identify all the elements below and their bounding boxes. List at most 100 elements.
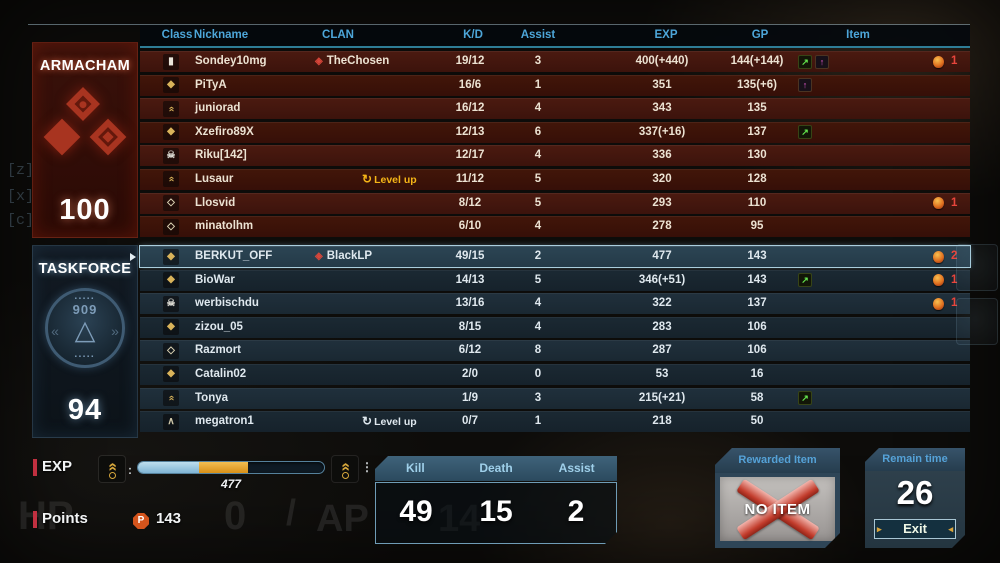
gp-value: 137 [747,125,767,138]
assist-value: 2 [567,495,585,528]
keyhint-x: [x] [7,188,35,205]
armacham-emblem-icon [43,87,127,162]
level-up-indicator: ↻ Level up [362,171,417,186]
rank-insignia-icon: ◆ [163,124,179,141]
kd-value: 16/12 [455,102,485,115]
player-row[interactable]: ☠ Riku[142] 12/17 4 336 130 [140,145,970,167]
exp-value: 477 [220,477,242,491]
player-nickname: juniorad [195,102,241,115]
exp-value: 287 [652,344,672,357]
points-currency-icon: P [133,513,149,529]
level-up-indicator: ↻ Level up [362,414,417,429]
exp-value: 215(+21) [638,391,686,404]
player-nickname: megatron1 [195,415,254,428]
player-row[interactable]: ◆ Catalin02 2/0 0 53 16 [140,363,970,385]
col-item: Item [846,29,870,41]
gp-value: 58 [750,391,764,404]
assist-label: Assist [558,461,595,475]
rank-insignia-icon: ◇ [163,195,179,212]
taskforce-emblem-icon: ▪▪▪▪▪ 909 △ « » ▪▪▪▪▪ [45,288,125,368]
player-row[interactable]: « juniorad 16/12 4 343 135 [140,98,970,120]
item-count: 1 [951,55,958,67]
gp-value: 144(+144) [730,55,784,67]
assist-value: 5 [534,196,542,209]
exit-button[interactable]: Exit [874,519,956,539]
rank-insignia-icon: ☠ [163,147,179,164]
player-nickname: Razmort [195,344,242,357]
gp-value: 130 [747,149,767,162]
keyhint-z: [z] [7,162,35,179]
player-nickname: Catalin02 [195,367,247,380]
boost-icons: ↗ [798,122,812,143]
rank-insignia-icon: ◆ [163,272,179,289]
assist-value: 4 [534,102,542,115]
exp-label: EXP [42,458,73,475]
exp-bar-earned [138,462,200,473]
grenade-item-icon [933,55,944,68]
player-row[interactable]: ◆ Xzefiro89X 12/13 6 337(+16) 137 ↗ [140,121,970,143]
gp-value: 16 [750,367,764,380]
player-row[interactable]: ◇ Llosvid 8/12 5 293 110 1 [140,192,970,214]
player-row[interactable]: « Lusaur 11/12 5 320 128 ↻ Level up [140,168,970,190]
player-nickname: Riku[142] [195,149,247,162]
col-assist: Assist [520,29,556,41]
assist-value: 5 [534,273,542,286]
player-row[interactable]: ◇ minatolhm 6/10 4 278 95 [140,216,970,238]
rank-insignia-icon: ◆ [163,366,179,383]
assist-value: 1 [534,415,542,428]
boost-icons: ↗ [798,270,812,291]
badge-dots: ⋮ [361,460,373,474]
exp-value: 322 [652,297,672,310]
rank-insignia-icon: ☠ [163,295,179,312]
points-value: 143 [156,510,182,527]
next-rank-badge-icon: « [332,456,358,482]
gp-value: 135(+6) [737,78,777,91]
col-gp: GP [751,29,769,41]
boost-icons: ↗ [798,388,812,409]
gp-value: 128 [747,172,767,185]
kda-summary-box: Kill Death Assist 49 15 2 [375,456,617,546]
team-name-taskforce: TASKFORCE [38,261,132,277]
gp-value: 110 [747,196,767,209]
exp-value: 218 [652,415,672,428]
ghost-badge-icon [956,244,998,291]
exp-value: 477 [652,250,672,262]
player-nickname: BERKUT_OFF [195,250,273,262]
selected-row-arrow-icon [130,252,136,261]
col-class: Class [161,29,193,41]
player-row[interactable]: ◆ BioWar 14/13 5 346(+51) 143 ↗ 1 [140,269,970,291]
clan-name: ◈ BlackLP [315,250,373,262]
assist-value: 4 [534,149,542,162]
player-nickname: PiTyA [195,78,227,91]
player-row[interactable]: « Tonya 1/9 3 215(+21) 58 ↗ [140,387,970,409]
player-row[interactable]: ∧ megatron1 0/7 1 218 50 ↻ Level up [140,411,970,433]
exp-value: 351 [652,78,672,91]
player-row[interactable]: ☠ werbischdu 13/16 4 322 137 1 [140,293,970,315]
rank-insignia-icon: ◇ [163,342,179,359]
kd-value: 8/12 [458,196,482,209]
rank-insignia-icon: ∧ [163,413,179,430]
kd-value: 11/12 [455,172,485,185]
player-row[interactable]: ◆ PiTyA 16/6 1 351 135(+6) ↑ [140,74,970,96]
kd-value: 8/15 [458,320,482,333]
gp-value: 137 [747,297,767,310]
death-value: 15 [479,495,513,528]
badge-colon: : [128,463,132,477]
kd-value: 1/9 [462,391,478,404]
player-row[interactable]: ◆ BERKUT_OFF 49/15 2 477 143 ◈ BlackLP 2 [130,245,971,268]
exp-up-icon: ↗ [798,125,812,140]
player-row[interactable]: ◇ Razmort 6/12 8 287 106 [140,340,970,362]
team-score-taskforce: 94 [67,394,103,426]
assist-value: 0 [534,367,542,380]
points-tick [33,511,37,528]
player-nickname: Llosvid [195,196,236,209]
player-nickname: Lusaur [195,172,234,185]
player-row[interactable]: ◆ zizou_05 8/15 4 283 106 [140,316,970,338]
rank-insignia-icon: ◆ [163,248,179,265]
exp-progress-bar [137,461,325,474]
assist-value: 2 [534,250,542,262]
player-nickname: minatolhm [195,220,254,233]
player-row[interactable]: ▮ Sondey10mg 19/12 3 400(+440) 144(+144)… [140,51,970,72]
gp-value: 106 [747,320,767,333]
